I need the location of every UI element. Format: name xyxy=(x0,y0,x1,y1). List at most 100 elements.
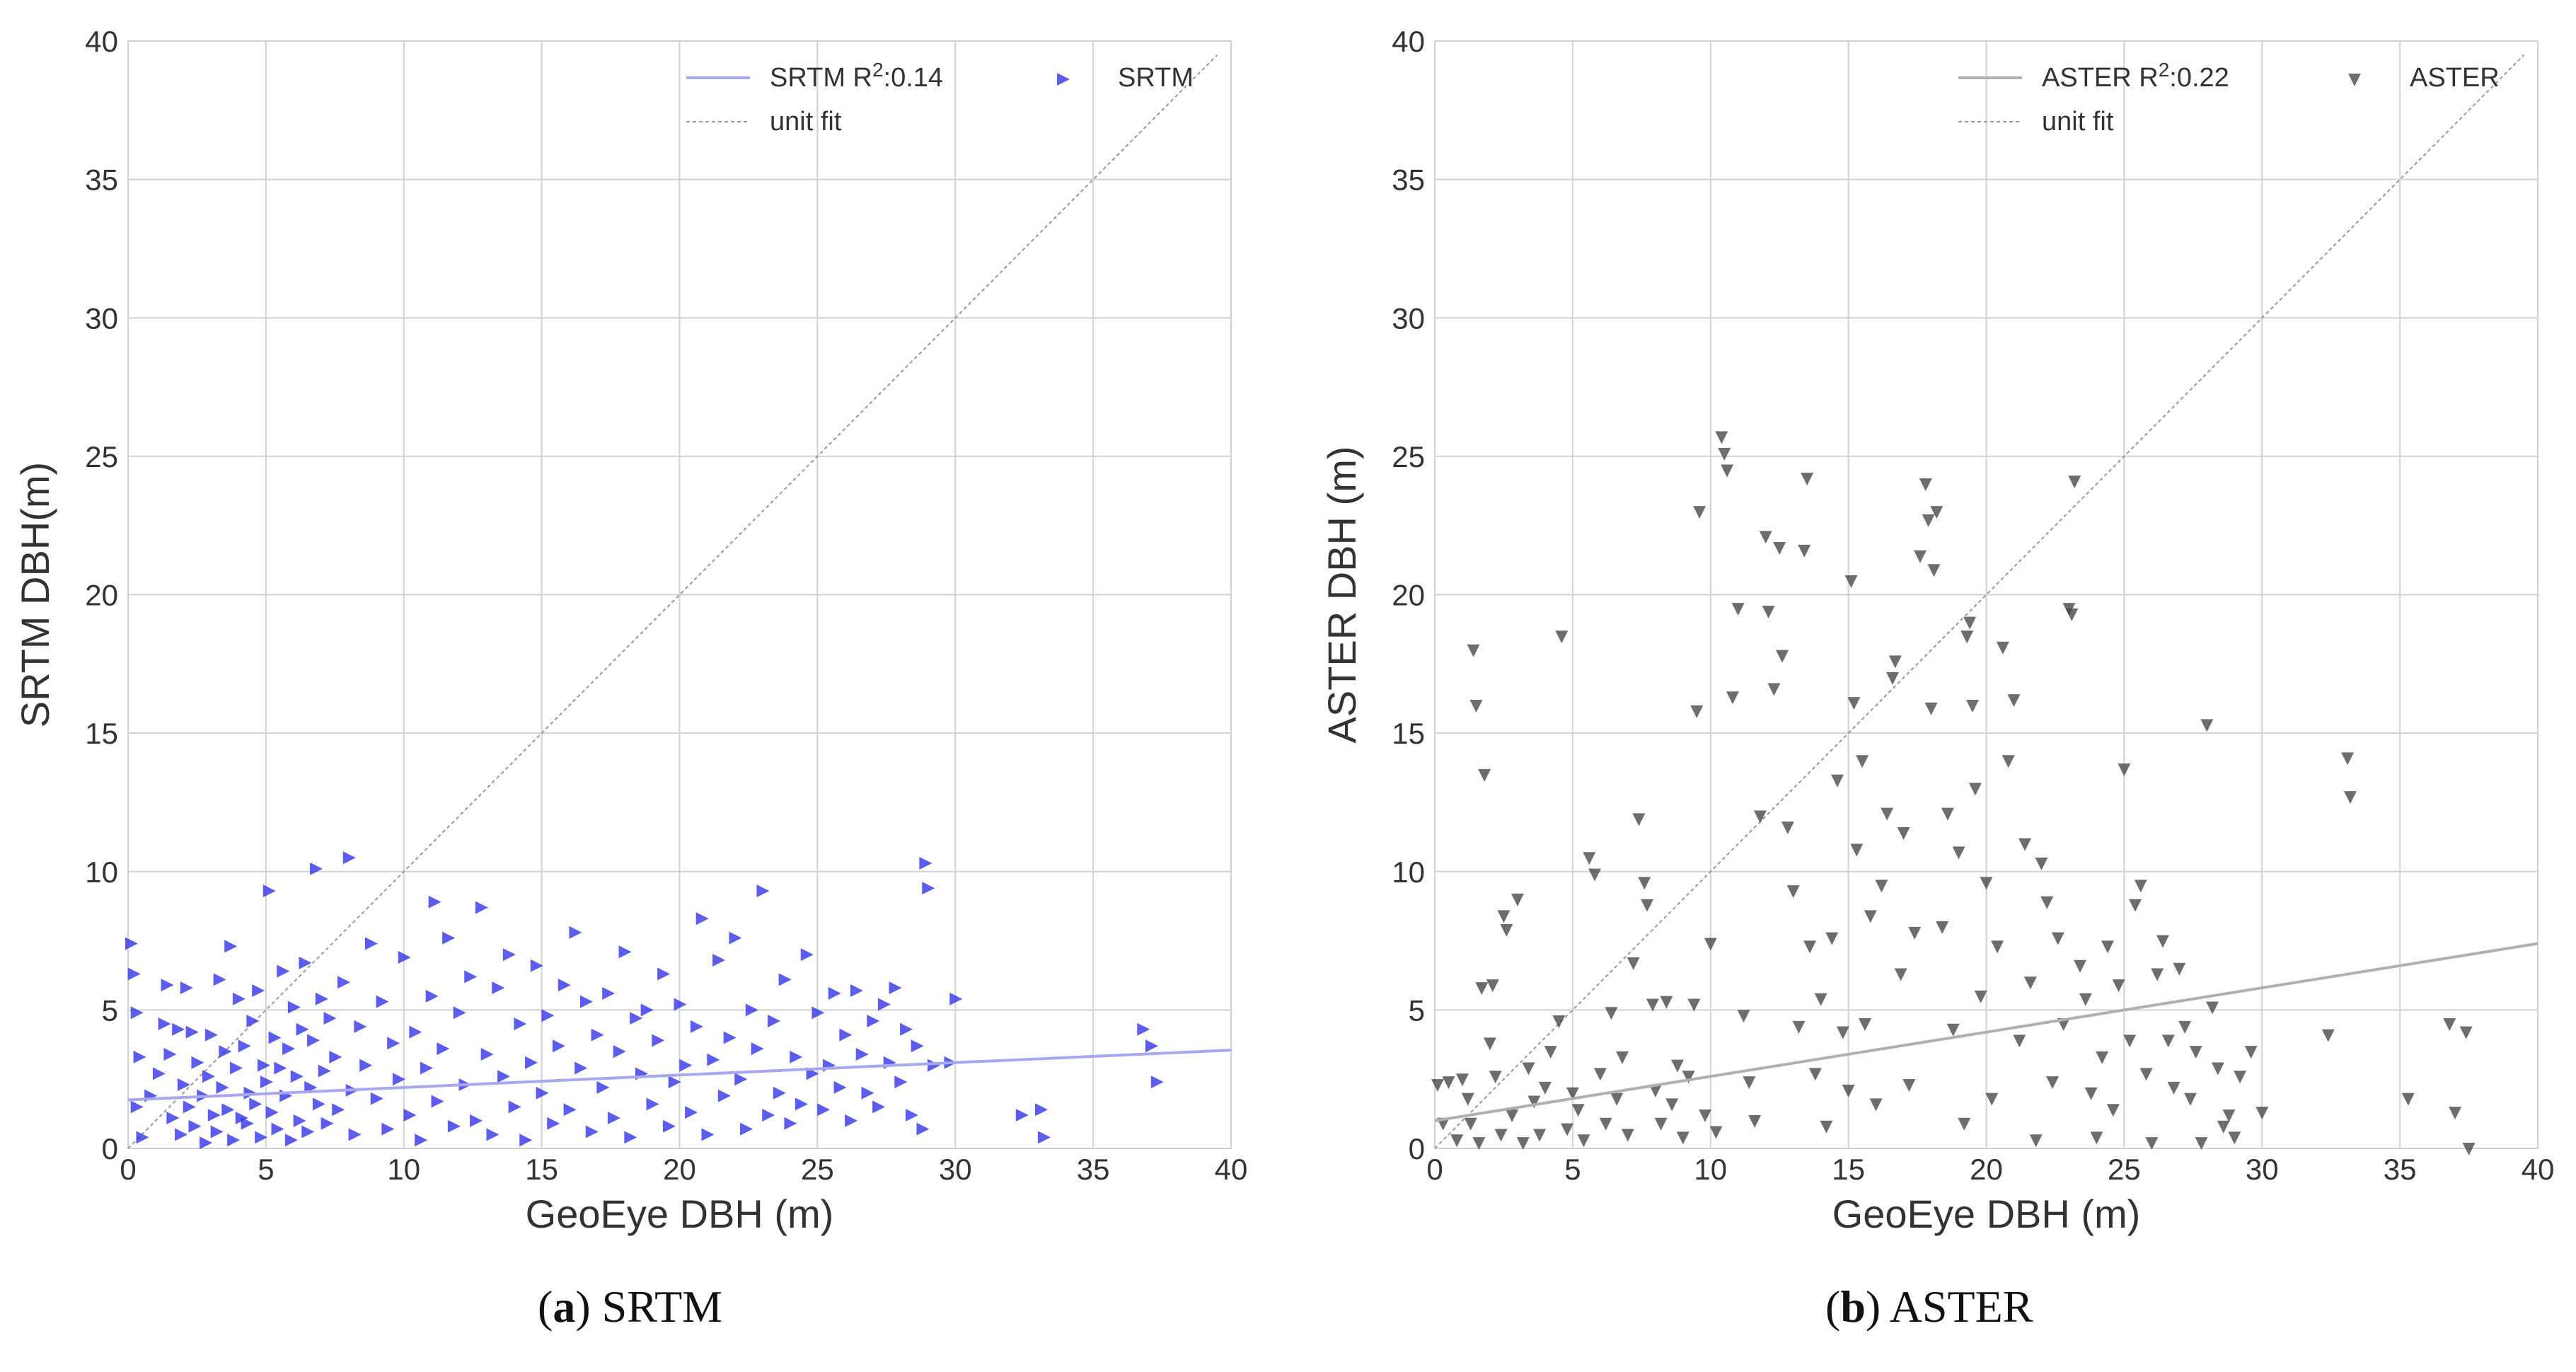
srtm-data-point xyxy=(376,995,389,1008)
srtm-data-point xyxy=(282,1042,296,1056)
aster-data-point xyxy=(1621,1129,1634,1142)
aster-data-point xyxy=(2040,896,2054,909)
caption-a-label: a xyxy=(553,1281,576,1332)
aster-data-point xyxy=(2046,1076,2060,1090)
aster-data-point xyxy=(1919,478,1932,491)
srtm-regression-line xyxy=(127,1049,1232,1102)
aster-legend-marker-label: ASTER xyxy=(2410,63,2500,93)
aster-data-point xyxy=(1516,1137,1530,1151)
aster-data-point xyxy=(1687,998,1701,1012)
srtm-data-point xyxy=(922,882,935,895)
srtm-data-point xyxy=(756,884,770,898)
aster-data-point xyxy=(2156,935,2169,948)
srtm-data-point xyxy=(877,998,891,1011)
aster-data-point xyxy=(1737,1010,1750,1023)
srtm-data-point xyxy=(585,1125,599,1138)
aster-x-tick-label: 20 xyxy=(1970,1153,2003,1186)
srtm-data-point xyxy=(790,1050,803,1063)
srtm-data-point xyxy=(514,1017,527,1030)
srtm-data-point xyxy=(723,1031,737,1044)
aster-data-point xyxy=(1533,1129,1547,1142)
srtm-data-point xyxy=(1150,1076,1164,1089)
aster-data-point xyxy=(1958,1117,1971,1131)
aster-data-point xyxy=(1605,1007,1618,1020)
aster-data-point xyxy=(1522,1062,1535,1076)
aster-data-point xyxy=(2244,1046,2258,1059)
srtm-data-point xyxy=(707,1053,720,1066)
aster-data-point xyxy=(2139,1068,2153,1081)
aster-data-point xyxy=(2228,1131,2241,1145)
aster-data-point xyxy=(1555,630,1569,644)
aster-data-point xyxy=(1946,1023,1960,1037)
srtm-data-point xyxy=(255,1131,268,1144)
srtm-data-point xyxy=(246,1015,260,1028)
aster-data-point xyxy=(2321,1029,2335,1042)
aster-data-point xyxy=(1627,957,1640,970)
aster-data-point xyxy=(2206,1001,2219,1015)
aster-data-point xyxy=(1968,783,1982,796)
aster-data-point xyxy=(2234,1071,2247,1084)
aster-data-point xyxy=(1467,644,1480,657)
aster-data-point xyxy=(1864,910,1877,923)
srtm-data-point xyxy=(191,1056,204,1069)
aster-y-tick-label: 0 xyxy=(1409,1132,1425,1165)
srtm-legend-fit-label: SRTM R2:0.14 xyxy=(770,59,943,93)
srtm-data-point xyxy=(409,1025,422,1039)
aster-data-point xyxy=(1704,938,1717,951)
aster-y-axis-label: ASTER DBH (m) xyxy=(1319,446,1364,744)
srtm-data-point xyxy=(674,998,687,1011)
caption-b: (b) ASTER xyxy=(1825,1281,2033,1332)
srtm-data-point xyxy=(729,931,742,945)
aster-data-point xyxy=(1941,807,1954,821)
srtm-y-tick-label: 25 xyxy=(85,440,118,473)
srtm-data-point xyxy=(342,851,356,865)
srtm-data-point xyxy=(252,984,265,997)
aster-data-point xyxy=(1527,1095,1541,1109)
srtm-data-point xyxy=(773,1086,786,1100)
srtm-data-point xyxy=(695,912,709,926)
srtm-data-point xyxy=(310,862,323,875)
srtm-data-point xyxy=(241,1117,254,1130)
srtm-data-point xyxy=(307,1034,320,1047)
srtm-data-point xyxy=(296,1022,309,1036)
srtm-data-point xyxy=(624,1131,637,1144)
aster-data-point xyxy=(2096,1051,2109,1064)
srtm-data-point xyxy=(348,1128,362,1141)
srtm-data-point xyxy=(508,1100,521,1114)
srtm-data-point xyxy=(1037,1131,1051,1144)
aster-data-point xyxy=(1665,1098,1679,1112)
aster-data-point xyxy=(1762,605,1775,618)
srtm-data-point xyxy=(618,945,632,959)
aster-data-point xyxy=(1820,1120,1833,1134)
aster-data-point xyxy=(2151,968,2164,981)
aster-data-point xyxy=(1759,531,1772,544)
aster-data-point xyxy=(1786,885,1800,899)
srtm-data-point xyxy=(607,1111,620,1124)
srtm-data-point xyxy=(497,1070,511,1083)
srtm-data-point xyxy=(668,1076,681,1089)
aster-data-point xyxy=(1885,671,1899,685)
aster-data-point xyxy=(1616,1051,1629,1064)
srtm-y-tick-label: 30 xyxy=(85,301,118,335)
srtm-data-point xyxy=(701,1128,715,1141)
srtm-data-point xyxy=(502,948,516,962)
srtm-data-point xyxy=(271,1122,284,1136)
srtm-data-point xyxy=(185,1025,199,1039)
aster-data-point xyxy=(1731,603,1745,616)
aster-data-point xyxy=(1930,506,1943,519)
aster-x-tick-label: 25 xyxy=(2108,1153,2141,1186)
srtm-x-tick-label: 20 xyxy=(663,1153,696,1186)
aster-data-point xyxy=(2068,475,2081,489)
srtm-data-point xyxy=(161,979,174,992)
srtm-data-point xyxy=(163,1047,177,1061)
aster-data-point xyxy=(2189,1046,2202,1059)
aster-data-point xyxy=(2211,1062,2224,1076)
srtm-data-point xyxy=(265,1106,279,1119)
srtm-x-tick-label: 0 xyxy=(120,1153,136,1186)
srtm-data-point xyxy=(125,937,138,950)
aster-data-point xyxy=(2256,1107,2269,1120)
srtm-data-point xyxy=(320,1117,334,1130)
srtm-data-point xyxy=(541,1009,555,1022)
aster-data-point xyxy=(2035,858,2048,871)
srtm-data-point xyxy=(219,1045,232,1059)
